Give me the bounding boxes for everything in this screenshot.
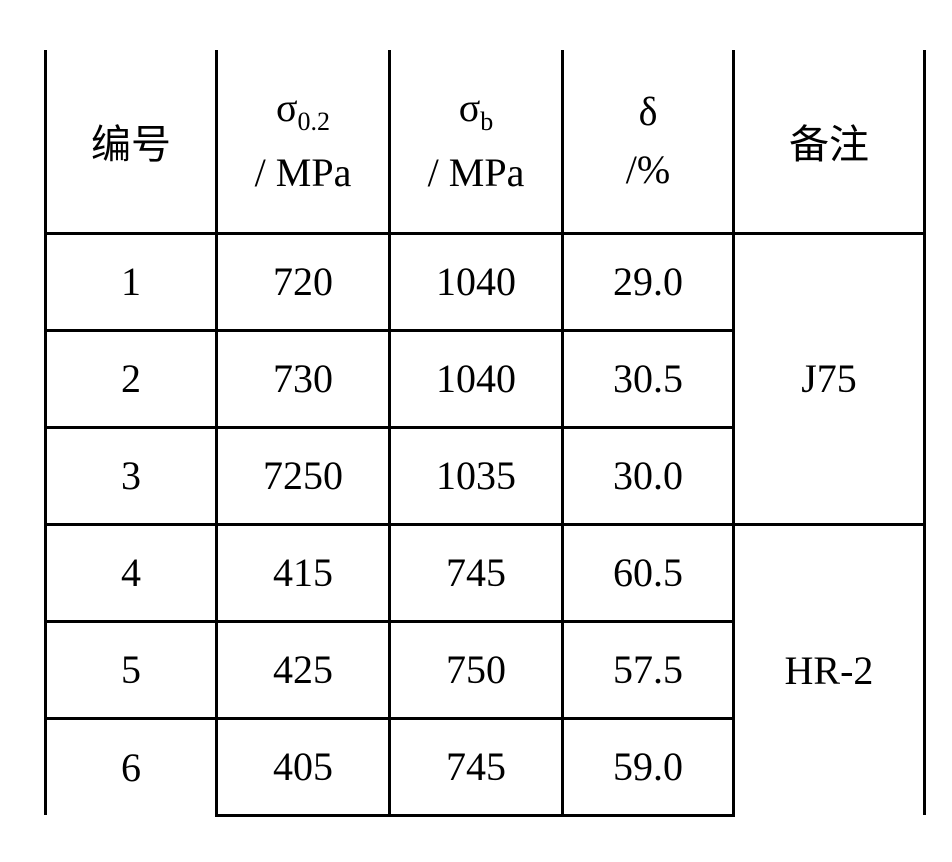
col-header-serial: 编号 <box>46 50 217 233</box>
cell-sigma-b: 750 <box>390 621 563 718</box>
cell-sigma-0-2: 405 <box>217 718 390 815</box>
cell-sigma-0-2: 415 <box>217 524 390 621</box>
cell-serial: 3 <box>46 427 217 524</box>
cell-sigma-b: 1035 <box>390 427 563 524</box>
cell-remark: J75 <box>734 233 925 524</box>
cell-serial: 1 <box>46 233 217 330</box>
cell-sigma-0-2: 720 <box>217 233 390 330</box>
cell-remark: HR-2 <box>734 524 925 815</box>
col-header-remark: 备注 <box>734 50 925 233</box>
delta-symbol: δ <box>639 89 658 134</box>
col-header-sigma-b: σb / MPa <box>390 50 563 233</box>
cell-serial: 6 <box>46 718 217 815</box>
sigma-0-2-unit: / MPa <box>218 153 388 193</box>
cell-delta: 57.5 <box>563 621 734 718</box>
cell-delta: 29.0 <box>563 233 734 330</box>
sigma-0-2-symbol: σ <box>276 85 298 130</box>
col-header-delta: δ /% <box>563 50 734 233</box>
cell-sigma-b: 1040 <box>390 233 563 330</box>
cell-sigma-0-2: 425 <box>217 621 390 718</box>
cell-delta: 59.0 <box>563 718 734 815</box>
cell-serial: 4 <box>46 524 217 621</box>
table-row: 4 415 745 60.5 HR-2 <box>46 524 925 621</box>
cell-sigma-b: 745 <box>390 718 563 815</box>
cell-delta: 30.5 <box>563 330 734 427</box>
cell-serial: 5 <box>46 621 217 718</box>
sigma-b-subscript: b <box>480 107 493 136</box>
cell-sigma-b: 1040 <box>390 330 563 427</box>
sigma-b-symbol: σ <box>459 85 481 130</box>
table-row: 1 720 1040 29.0 J75 <box>46 233 925 330</box>
sigma-0-2-subscript: 0.2 <box>298 107 331 136</box>
col-header-sigma-0-2: σ0.2 / MPa <box>217 50 390 233</box>
cell-sigma-0-2: 730 <box>217 330 390 427</box>
material-properties-table: 编号 σ0.2 / MPa σb / MPa δ /% 备注 <box>44 50 926 817</box>
delta-unit: /% <box>564 150 732 190</box>
cell-sigma-0-2: 7250 <box>217 427 390 524</box>
header-row: 编号 σ0.2 / MPa σb / MPa δ /% 备注 <box>46 50 925 233</box>
cell-serial: 2 <box>46 330 217 427</box>
cell-sigma-b: 745 <box>390 524 563 621</box>
cell-delta: 60.5 <box>563 524 734 621</box>
cell-delta: 30.0 <box>563 427 734 524</box>
sigma-b-unit: / MPa <box>391 153 561 193</box>
